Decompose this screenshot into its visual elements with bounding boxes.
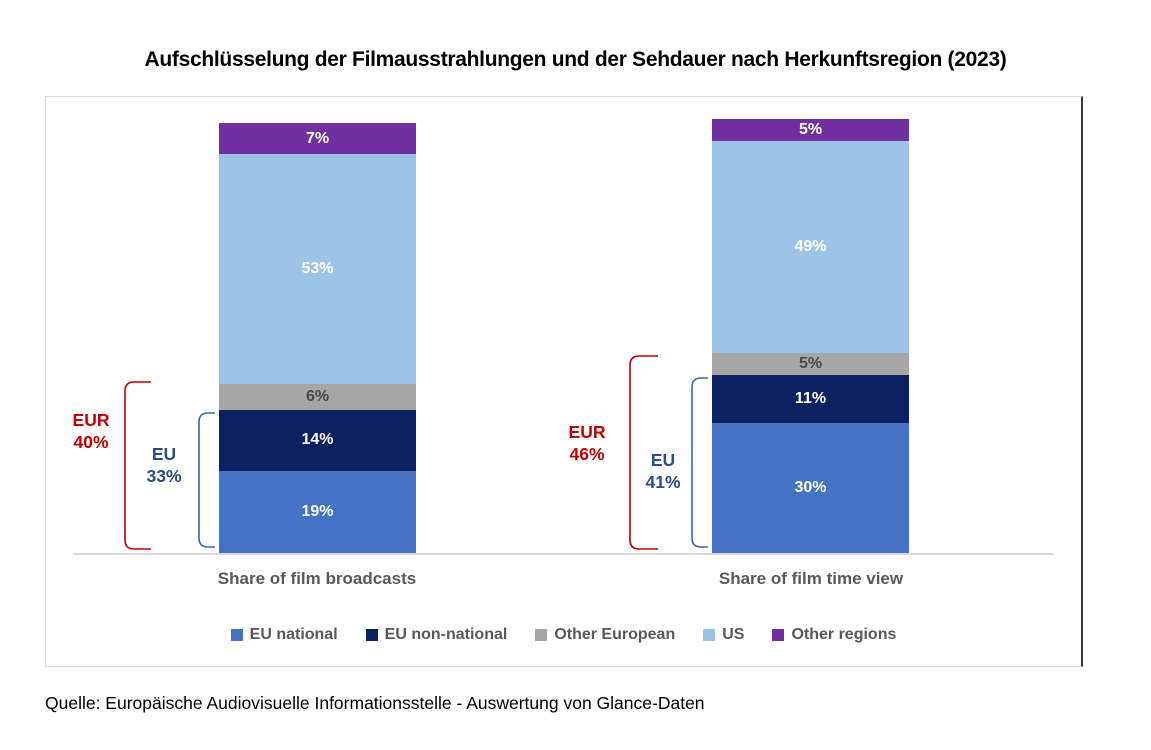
bar-segment-us: 49%	[712, 140, 909, 354]
segment-value-label: 7%	[305, 129, 330, 147]
bracket-eu-bar1	[691, 377, 708, 548]
chart-plot-area: 19% 14% 6% 53% 7% 30% 11% 5% 49% 5% EUR 40% EU 33%…	[45, 96, 1083, 667]
legend-label: Other European	[554, 626, 676, 643]
stacked-bar-1: 30% 11% 5% 49% 5%	[712, 119, 909, 553]
category-label-broadcasts: Share of film broadcasts	[217, 569, 417, 588]
x-axis-line	[73, 553, 1054, 555]
segment-value-label: 49%	[794, 238, 827, 256]
bar-segment-other-regions: 5%	[712, 119, 909, 141]
bar-segment-other-european: 5%	[712, 353, 909, 376]
bar-segment-eu-non-national: 11%	[712, 375, 909, 423]
legend-item-other-regions: Other regions	[772, 626, 896, 644]
bar-segment-other-european: 6%	[219, 383, 416, 410]
bracket-eu-bar0	[198, 412, 215, 548]
bracket-eur-bar1	[629, 355, 658, 550]
chart-title: Aufschlüsselung der Filmausstrahlungen u…	[144, 48, 1007, 71]
legend-swatch-icon	[703, 629, 716, 641]
bar-segment-eu-non-national: 14%	[219, 409, 416, 471]
legend-item-eu-national: EU national	[230, 626, 338, 644]
segment-value-label: 5%	[798, 355, 823, 373]
legend-swatch-icon	[365, 629, 378, 641]
bar-segment-us: 53%	[219, 153, 416, 384]
segment-value-label: 14%	[301, 431, 334, 449]
legend-label: Other regions	[791, 626, 897, 643]
segment-value-label: 19%	[301, 502, 334, 520]
bar-segment-eu-national: 30%	[712, 422, 909, 553]
annotation-eur-bar1: EUR 46%	[568, 422, 606, 465]
annotation-eu-bar0: EU 33%	[146, 444, 182, 487]
bracket-eur-bar0	[124, 381, 151, 550]
annotation-eu-bar1: EU 41%	[645, 450, 681, 493]
legend-item-us: US	[703, 626, 744, 644]
legend-swatch-icon	[230, 629, 243, 641]
segment-value-label: 6%	[305, 387, 330, 405]
bar-segment-other-regions: 7%	[219, 123, 416, 154]
bar-segment-eu-national: 19%	[219, 470, 416, 553]
stacked-bar-0: 19% 14% 6% 53% 7%	[219, 123, 416, 553]
annotation-eur-bar0: EUR 40%	[72, 410, 110, 453]
legend-label: EU non-national	[384, 626, 508, 643]
segment-value-label: 5%	[798, 120, 823, 138]
legend-swatch-icon	[535, 629, 548, 641]
segment-value-label: 30%	[794, 478, 827, 496]
segment-value-label: 11%	[794, 389, 827, 407]
segment-value-label: 53%	[301, 259, 334, 277]
legend-swatch-icon	[772, 629, 785, 641]
chart-legend: EU national EU non-national Other European…	[46, 621, 1081, 649]
category-label-time-view: Share of film time view	[718, 569, 904, 588]
legend-label: EU national	[249, 626, 338, 643]
source-text: Quelle: Europäische Audiovisuelle Inform…	[45, 693, 705, 713]
legend-label: US	[722, 626, 745, 643]
legend-item-other-european: Other European	[535, 626, 675, 644]
legend-item-eu-non-national: EU non-national	[365, 626, 508, 644]
